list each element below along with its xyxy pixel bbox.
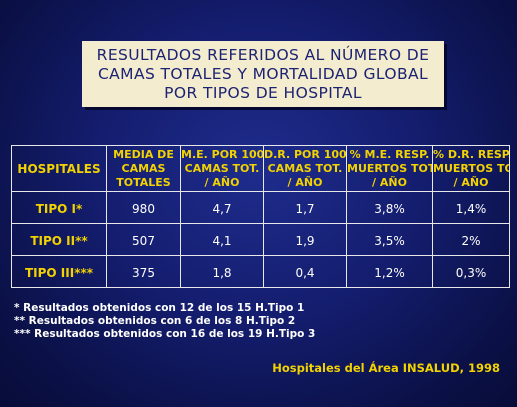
header-label: % D.R. RESP. bbox=[433, 147, 509, 161]
header-label: / AÑO bbox=[204, 175, 240, 189]
footnote: *** Resultados obtenidos con 16 de los 1… bbox=[14, 328, 316, 340]
header-label: HOSPITALES bbox=[17, 161, 101, 176]
table-cell: 1,7 bbox=[263, 191, 347, 224]
row-label: TIPO III*** bbox=[24, 266, 94, 280]
footnote: ** Resultados obtenidos con 6 de los 8 H… bbox=[14, 315, 296, 327]
table-cell: 0,3% bbox=[432, 255, 510, 288]
table-cell: 3,5% bbox=[346, 223, 433, 256]
header-label: MUERTOS TOT. bbox=[347, 161, 432, 175]
row-label: TIPO II** bbox=[30, 234, 88, 248]
table-cell: 980 bbox=[106, 191, 181, 224]
row-label-cell: TIPO II** bbox=[11, 223, 107, 256]
footnotes: * Resultados obtenidos con 12 de los 15 … bbox=[14, 302, 315, 341]
header-label: CAMAS TOT. bbox=[184, 161, 260, 175]
table-cell: 2% bbox=[432, 223, 510, 256]
header-label: / AÑO bbox=[372, 175, 407, 189]
row-label: TIPO I* bbox=[35, 202, 83, 216]
results-table: HOSPITALES MEDIA DE CAMAS TOTALES M.E. P… bbox=[11, 145, 510, 288]
table-cell: 1,2% bbox=[346, 255, 433, 288]
cell-value: 1,8 bbox=[212, 266, 232, 280]
cell-value: 1,4% bbox=[455, 202, 487, 216]
header-label: MEDIA DE bbox=[113, 147, 174, 161]
title-line: CAMAS TOTALES Y MORTALIDAD GLOBAL bbox=[97, 64, 429, 83]
table-row: TIPO II** 507 4,1 1,9 3,5% 2% bbox=[11, 223, 510, 256]
table-row: TIPO I* 980 4,7 1,7 3,8% 1,4% bbox=[11, 191, 510, 224]
table-cell: 4,1 bbox=[180, 223, 264, 256]
table-cell: 0,4 bbox=[263, 255, 347, 288]
source-note: Hospitales del Área INSALUD, 1998 bbox=[272, 361, 500, 375]
header-cell-pct-dr: % D.R. RESP. MUERTOS TOT / AÑO bbox=[432, 145, 510, 192]
table-cell: 3,8% bbox=[346, 191, 433, 224]
header-cell-hospitales: HOSPITALES bbox=[11, 145, 107, 192]
cell-value: 375 bbox=[132, 266, 155, 280]
cell-value: 507 bbox=[132, 234, 155, 248]
cell-value: 1,7 bbox=[295, 202, 315, 216]
table-cell: 375 bbox=[106, 255, 181, 288]
table-header-row: HOSPITALES MEDIA DE CAMAS TOTALES M.E. P… bbox=[11, 145, 510, 192]
cell-value: 0,4 bbox=[295, 266, 315, 280]
cell-value: 4,7 bbox=[212, 202, 232, 216]
header-cell-dr-por-100: D.R. POR 100 CAMAS TOT. / AÑO bbox=[263, 145, 347, 192]
header-label: D.R. POR 100 bbox=[264, 147, 346, 161]
header-label: M.E. POR 100 bbox=[181, 147, 263, 161]
table-cell: 1,8 bbox=[180, 255, 264, 288]
cell-value: 3,8% bbox=[374, 202, 405, 216]
row-label-cell: TIPO I* bbox=[11, 191, 107, 224]
cell-value: 980 bbox=[132, 202, 155, 216]
cell-value: 0,3% bbox=[455, 266, 487, 280]
cell-value: 4,1 bbox=[212, 234, 232, 248]
table-cell: 507 bbox=[106, 223, 181, 256]
header-label: CAMAS bbox=[121, 161, 166, 175]
cell-value: 1,2% bbox=[374, 266, 405, 280]
header-label: TOTALES bbox=[116, 175, 171, 189]
header-cell-me-por-100: M.E. POR 100 CAMAS TOT. / AÑO bbox=[180, 145, 264, 192]
header-label: / AÑO bbox=[287, 175, 323, 189]
header-cell-pct-me: % M.E. RESP. MUERTOS TOT. / AÑO bbox=[346, 145, 433, 192]
title-line: POR TIPOS DE HOSPITAL bbox=[164, 83, 362, 102]
header-label: % M.E. RESP. bbox=[349, 147, 430, 161]
cell-value: 1,9 bbox=[295, 234, 315, 248]
cell-value: 3,5% bbox=[374, 234, 405, 248]
table-cell: 1,9 bbox=[263, 223, 347, 256]
header-label: CAMAS TOT. bbox=[267, 161, 343, 175]
header-label: MUERTOS TOT bbox=[433, 161, 509, 175]
table-cell: 4,7 bbox=[180, 191, 264, 224]
footnote: * Resultados obtenidos con 12 de los 15 … bbox=[14, 302, 305, 314]
title-box: RESULTADOS REFERIDOS AL NÚMERO DE CAMAS … bbox=[82, 41, 444, 107]
title-line: RESULTADOS REFERIDOS AL NÚMERO DE bbox=[96, 45, 430, 64]
header-cell-media-camas: MEDIA DE CAMAS TOTALES bbox=[106, 145, 181, 192]
table-cell: 1,4% bbox=[432, 191, 510, 224]
cell-value: 2% bbox=[461, 234, 481, 248]
row-label-cell: TIPO III*** bbox=[11, 255, 107, 288]
table-row: TIPO III*** 375 1,8 0,4 1,2% 0,3% bbox=[11, 255, 510, 288]
header-label: / AÑO bbox=[453, 175, 489, 189]
